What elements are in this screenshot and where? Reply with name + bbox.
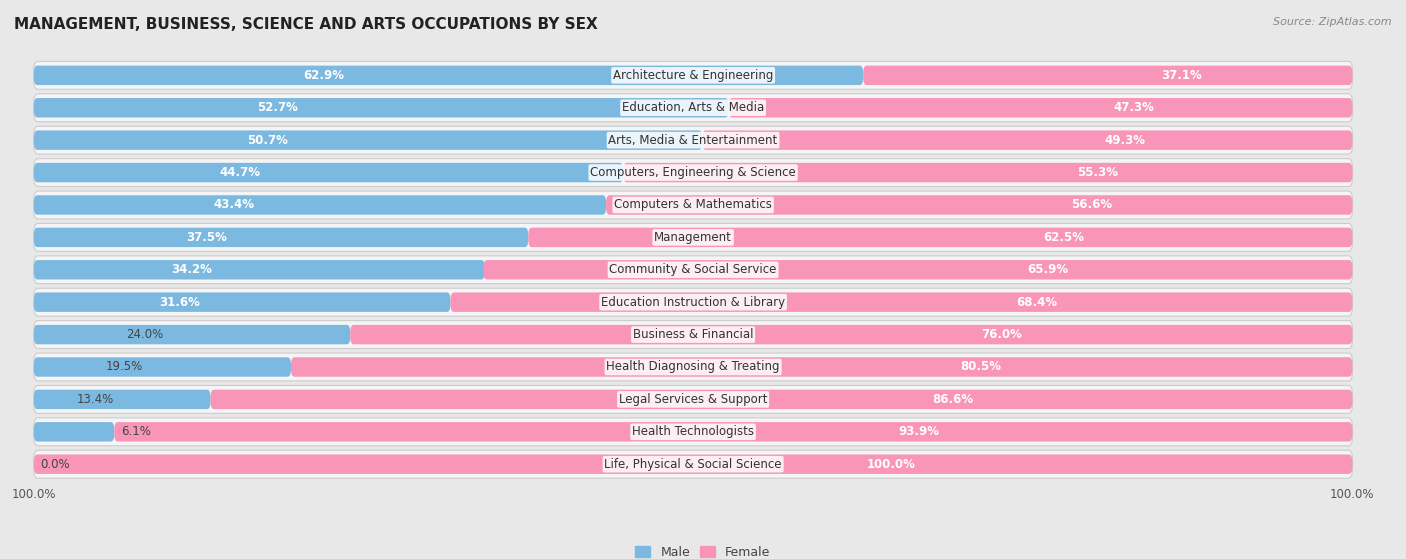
Text: Health Diagnosing & Treating: Health Diagnosing & Treating [606,361,780,373]
FancyBboxPatch shape [484,260,1353,280]
FancyBboxPatch shape [34,224,1353,252]
FancyBboxPatch shape [34,256,1353,284]
FancyBboxPatch shape [34,418,1353,446]
FancyBboxPatch shape [34,390,211,409]
FancyBboxPatch shape [34,61,1353,89]
Text: 100.0%: 100.0% [1330,489,1375,501]
Text: 34.2%: 34.2% [172,263,212,276]
FancyBboxPatch shape [34,321,1353,348]
FancyBboxPatch shape [703,130,1353,150]
Text: 31.6%: 31.6% [159,296,200,309]
Text: Business & Financial: Business & Financial [633,328,754,341]
FancyBboxPatch shape [34,98,728,117]
FancyBboxPatch shape [34,325,350,344]
Text: 24.0%: 24.0% [127,328,163,341]
FancyBboxPatch shape [350,325,1353,344]
Text: Arts, Media & Entertainment: Arts, Media & Entertainment [609,134,778,146]
FancyBboxPatch shape [34,454,1353,474]
Text: Community & Social Service: Community & Social Service [609,263,776,276]
FancyBboxPatch shape [34,422,114,442]
Text: 76.0%: 76.0% [981,328,1022,341]
Text: Architecture & Engineering: Architecture & Engineering [613,69,773,82]
FancyBboxPatch shape [623,163,1353,182]
FancyBboxPatch shape [529,228,1353,247]
FancyBboxPatch shape [728,98,1353,117]
Text: 44.7%: 44.7% [219,166,260,179]
FancyBboxPatch shape [34,260,485,280]
Text: 43.4%: 43.4% [214,198,254,211]
Text: 56.6%: 56.6% [1070,198,1112,211]
Text: Computers & Mathematics: Computers & Mathematics [614,198,772,211]
Text: 80.5%: 80.5% [960,361,1001,373]
Text: 100.0%: 100.0% [11,489,56,501]
FancyBboxPatch shape [114,422,1353,442]
Text: 19.5%: 19.5% [105,361,142,373]
FancyBboxPatch shape [34,191,1353,219]
Text: 13.4%: 13.4% [77,393,114,406]
FancyBboxPatch shape [34,159,1353,187]
FancyBboxPatch shape [34,94,1353,122]
FancyBboxPatch shape [863,65,1353,85]
Text: 37.1%: 37.1% [1161,69,1202,82]
FancyBboxPatch shape [450,292,1353,312]
Text: Management: Management [654,231,733,244]
Text: 62.9%: 62.9% [304,69,344,82]
Text: Education, Arts & Media: Education, Arts & Media [621,101,765,114]
Text: 47.3%: 47.3% [1114,101,1154,114]
FancyBboxPatch shape [34,451,1353,478]
Text: MANAGEMENT, BUSINESS, SCIENCE AND ARTS OCCUPATIONS BY SEX: MANAGEMENT, BUSINESS, SCIENCE AND ARTS O… [14,17,598,32]
Text: 93.9%: 93.9% [898,425,939,438]
Text: 52.7%: 52.7% [257,101,298,114]
FancyBboxPatch shape [34,195,606,215]
FancyBboxPatch shape [34,353,1353,381]
FancyBboxPatch shape [34,163,623,182]
FancyBboxPatch shape [34,288,1353,316]
FancyBboxPatch shape [34,292,450,312]
Text: Life, Physical & Social Science: Life, Physical & Social Science [605,458,782,471]
FancyBboxPatch shape [34,126,1353,154]
Text: 6.1%: 6.1% [121,425,150,438]
Text: 100.0%: 100.0% [866,458,915,471]
FancyBboxPatch shape [606,195,1353,215]
Text: 68.4%: 68.4% [1017,296,1057,309]
Text: 55.3%: 55.3% [1077,166,1118,179]
Text: 65.9%: 65.9% [1028,263,1069,276]
FancyBboxPatch shape [34,386,1353,413]
Text: Source: ZipAtlas.com: Source: ZipAtlas.com [1274,17,1392,27]
FancyBboxPatch shape [34,357,291,377]
Text: 0.0%: 0.0% [41,458,70,471]
FancyBboxPatch shape [291,357,1353,377]
FancyBboxPatch shape [34,228,529,247]
Text: Legal Services & Support: Legal Services & Support [619,393,768,406]
FancyBboxPatch shape [34,130,703,150]
Text: Health Technologists: Health Technologists [633,425,754,438]
Text: 49.3%: 49.3% [1104,134,1146,146]
Legend: Male, Female: Male, Female [630,541,776,559]
FancyBboxPatch shape [211,390,1353,409]
Text: Education Instruction & Library: Education Instruction & Library [600,296,785,309]
Text: 50.7%: 50.7% [247,134,288,146]
Text: 62.5%: 62.5% [1043,231,1084,244]
Text: Computers, Engineering & Science: Computers, Engineering & Science [591,166,796,179]
Text: 86.6%: 86.6% [932,393,973,406]
Text: 37.5%: 37.5% [187,231,228,244]
FancyBboxPatch shape [34,65,863,85]
